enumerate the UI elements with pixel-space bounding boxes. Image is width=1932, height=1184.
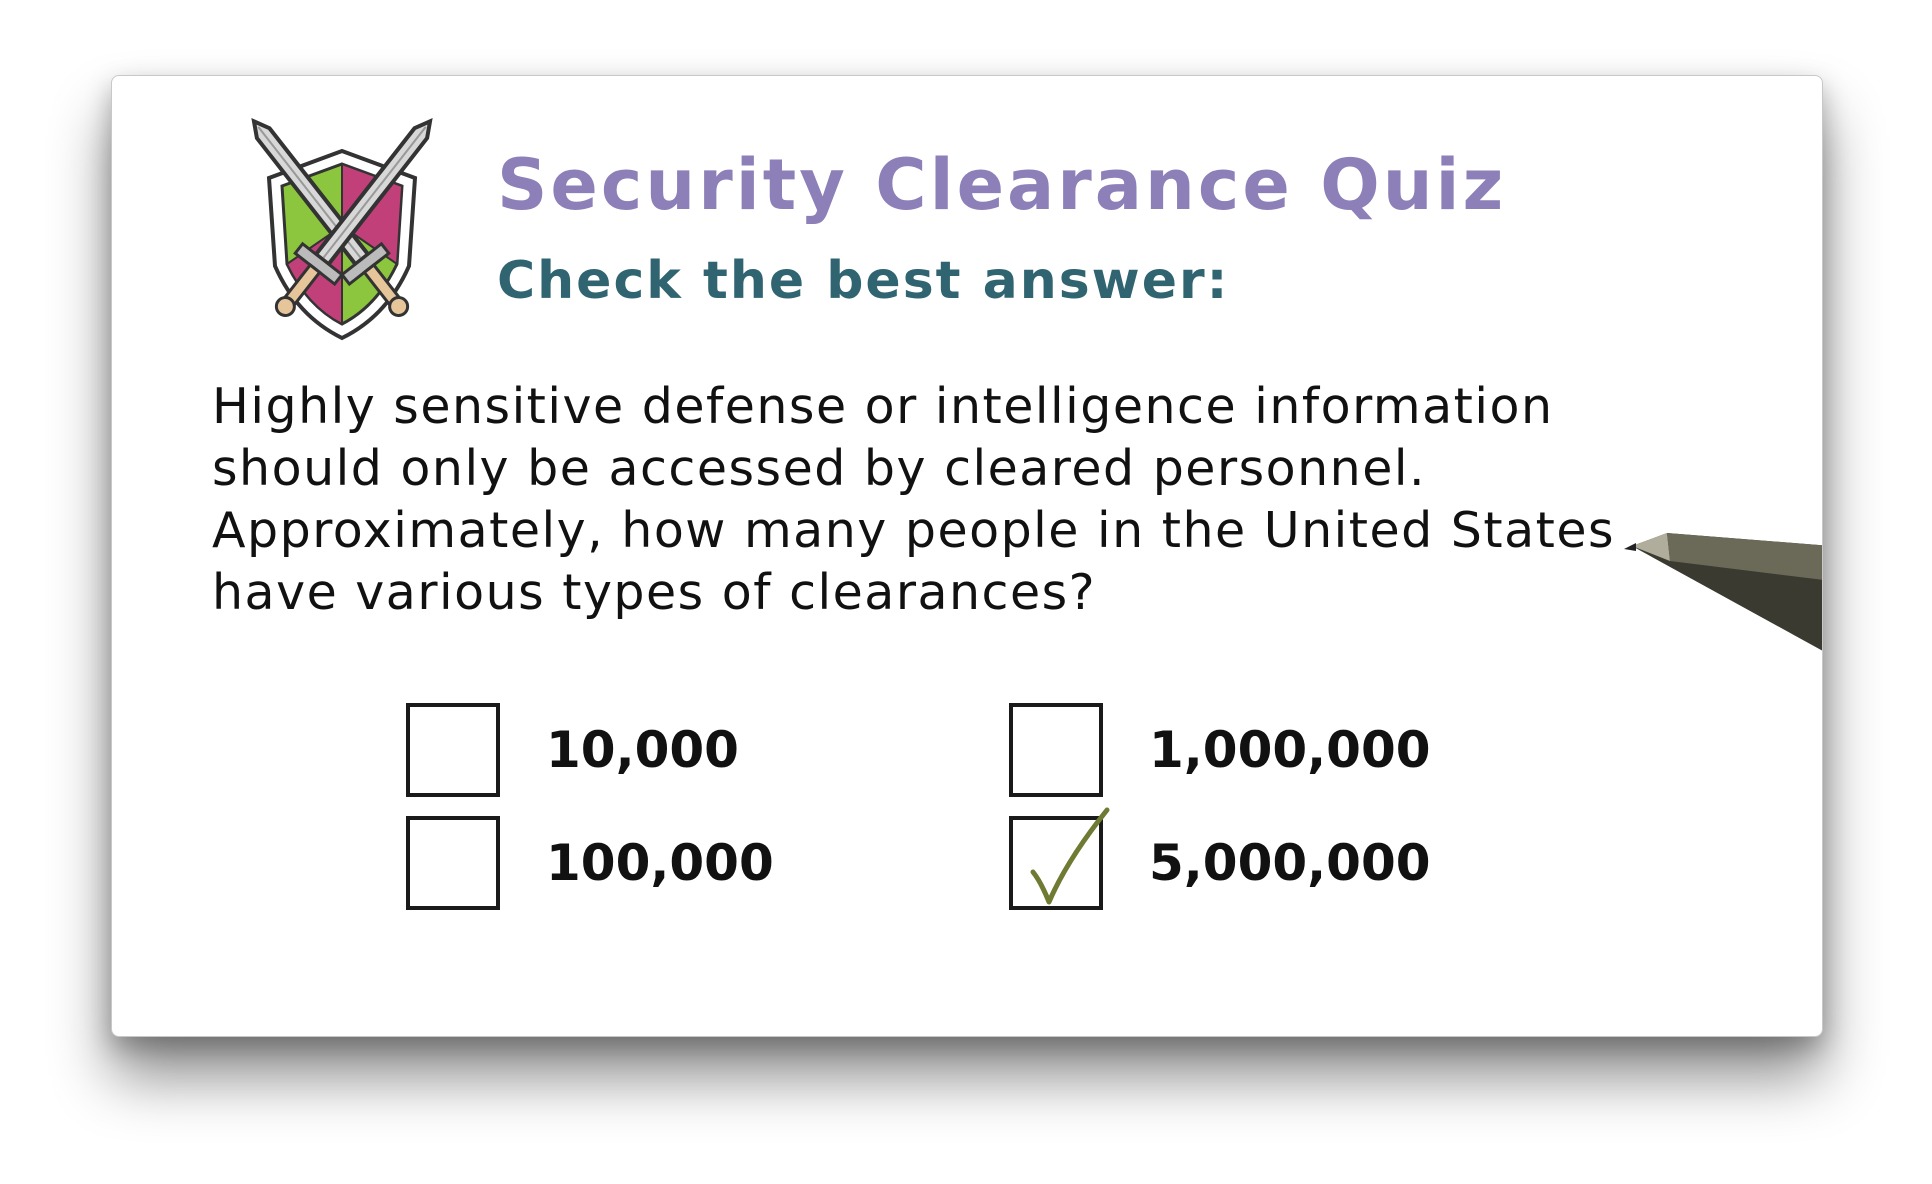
answer-label: 10,000: [546, 721, 739, 779]
answer-option-5000000[interactable]: 5,000,000: [1009, 807, 1431, 910]
answer-checkbox-checked[interactable]: [1009, 807, 1110, 910]
checkmark-icon: [1030, 807, 1110, 905]
answer-checkbox[interactable]: [406, 816, 500, 910]
question-text: Highly sensitive defense or intelligence…: [212, 378, 1616, 621]
answer-checkbox[interactable]: [1009, 703, 1103, 797]
answer-option-10000[interactable]: 10,000: [406, 703, 739, 797]
quiz-instruction: Check the best answer:: [497, 251, 1230, 311]
answer-option-1000000[interactable]: 1,000,000: [1009, 703, 1431, 797]
answer-label: 5,000,000: [1149, 834, 1431, 892]
quiz-title: Security Clearance Quiz: [497, 144, 1507, 226]
crossed-swords-shield-icon: [251, 117, 433, 341]
answer-label: 100,000: [546, 834, 774, 892]
answer-option-100000[interactable]: 100,000: [406, 816, 774, 910]
answer-checkbox[interactable]: [406, 703, 500, 797]
answer-label: 1,000,000: [1149, 721, 1431, 779]
pen-icon: [1624, 533, 1822, 651]
quiz-slide: Security Clearance Quiz Check the best a…: [111, 75, 1823, 1037]
